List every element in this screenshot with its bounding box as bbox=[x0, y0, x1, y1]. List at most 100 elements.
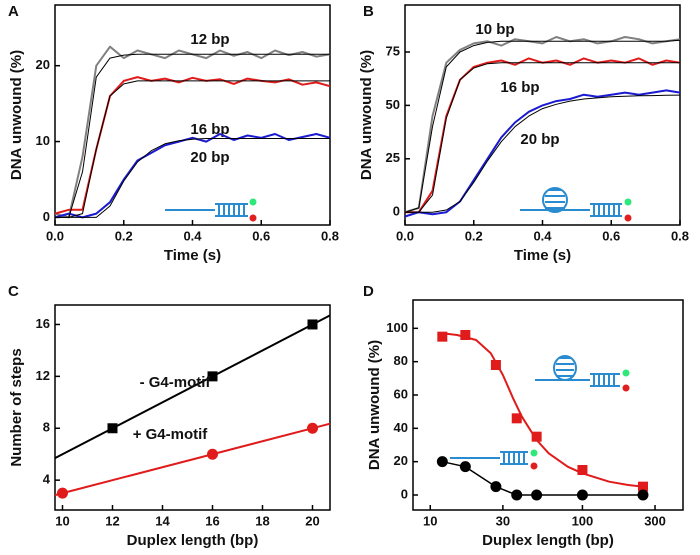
x-tick-label: 300 bbox=[644, 513, 666, 528]
point bbox=[57, 487, 68, 499]
y-tick-label: 0 bbox=[393, 204, 400, 219]
point bbox=[490, 360, 501, 370]
quencher bbox=[530, 462, 538, 470]
x-tick-label: 0.0 bbox=[396, 228, 414, 243]
series-label: 10 bp bbox=[475, 21, 514, 38]
y-axis-title: Number of steps bbox=[8, 348, 25, 466]
series-line bbox=[54, 76, 331, 215]
point bbox=[637, 481, 648, 492]
x-tick-label: 20 bbox=[305, 513, 319, 528]
quencher bbox=[624, 214, 632, 222]
x-tick-label: 10 bbox=[55, 513, 69, 528]
y-tick-label: 75 bbox=[386, 43, 400, 58]
fluorophore bbox=[624, 198, 632, 206]
y-tick-label: 80 bbox=[394, 353, 408, 368]
y-tick-label: 16 bbox=[36, 316, 50, 331]
y-tick-label: 50 bbox=[386, 97, 400, 112]
point bbox=[531, 489, 543, 501]
x-tick-label: 100 bbox=[572, 513, 594, 528]
x-tick-label: 16 bbox=[205, 513, 219, 528]
dna-schematic-g4 bbox=[520, 187, 622, 217]
y-axis-title: DNA unwound (%) bbox=[358, 50, 375, 180]
dna-schematic bbox=[165, 203, 248, 217]
series-label: 20 bp bbox=[190, 149, 229, 166]
y-tick-label: 100 bbox=[386, 320, 408, 335]
point bbox=[511, 413, 522, 424]
point bbox=[207, 371, 218, 382]
x-axis-title: Time (s) bbox=[164, 247, 221, 264]
x-tick-label: 14 bbox=[155, 513, 170, 528]
series-line bbox=[404, 89, 681, 218]
x-tick-label: 10 bbox=[423, 513, 437, 528]
series-line bbox=[442, 460, 643, 496]
point bbox=[531, 431, 542, 442]
point bbox=[577, 465, 588, 475]
dna-schematic-g4 bbox=[535, 355, 620, 387]
y-tick-label: 10 bbox=[36, 133, 50, 148]
point bbox=[436, 456, 448, 468]
plot-frame bbox=[412, 299, 684, 511]
x-axis-title: Duplex length (bp) bbox=[127, 532, 259, 549]
series-line bbox=[54, 314, 331, 459]
x-tick-label: 12 bbox=[105, 513, 119, 528]
series-line bbox=[55, 53, 330, 218]
series-label: 12 bp bbox=[190, 31, 229, 48]
y-tick-label: 20 bbox=[36, 57, 50, 72]
y-tick-label: 20 bbox=[394, 453, 408, 468]
series-label: - G4-motif bbox=[140, 374, 212, 391]
panel-label: B bbox=[363, 3, 374, 20]
point bbox=[437, 331, 448, 342]
series-label: + G4-motif bbox=[133, 426, 209, 443]
y-tick-label: 8 bbox=[43, 420, 50, 435]
quencher bbox=[249, 214, 257, 222]
y-tick-label: 0 bbox=[401, 486, 408, 501]
y-tick-label: 4 bbox=[43, 472, 51, 487]
point bbox=[107, 423, 118, 434]
series-label: 20 bp bbox=[520, 131, 559, 148]
x-tick-label: 0.0 bbox=[46, 228, 64, 243]
y-axis-title: DNA unwound (%) bbox=[366, 340, 383, 470]
x-axis-title: Duplex length (bp) bbox=[482, 532, 614, 549]
series-line bbox=[405, 62, 680, 213]
point bbox=[459, 461, 471, 473]
plot-frame bbox=[54, 304, 331, 511]
point bbox=[307, 422, 318, 434]
y-axis-title: DNA unwound (%) bbox=[8, 50, 25, 180]
y-tick-label: 0 bbox=[43, 209, 50, 224]
x-tick-label: 0.6 bbox=[602, 228, 620, 243]
series-line bbox=[55, 138, 330, 218]
x-tick-label: 0.4 bbox=[533, 228, 552, 243]
y-tick-label: 25 bbox=[386, 150, 400, 165]
dna-schematic bbox=[450, 451, 528, 465]
x-tick-label: 18 bbox=[255, 513, 269, 528]
point bbox=[490, 481, 502, 493]
point bbox=[637, 489, 649, 501]
x-tick-label: 0.6 bbox=[252, 228, 270, 243]
y-tick-label: 60 bbox=[394, 386, 408, 401]
x-tick-label: 0.8 bbox=[321, 228, 339, 243]
point bbox=[307, 319, 318, 330]
point bbox=[460, 330, 471, 340]
x-tick-label: 0.2 bbox=[115, 228, 133, 243]
point bbox=[207, 448, 218, 460]
x-tick-label: 0.8 bbox=[671, 228, 689, 243]
fluorophore bbox=[622, 369, 630, 377]
quencher bbox=[622, 384, 630, 392]
series-label: 16 bp bbox=[500, 79, 539, 96]
series-line bbox=[54, 422, 331, 497]
x-tick-label: 30 bbox=[496, 513, 510, 528]
series-line bbox=[404, 39, 681, 213]
panel-label: D bbox=[363, 283, 374, 300]
series-line bbox=[55, 80, 330, 218]
y-tick-label: 12 bbox=[36, 368, 50, 383]
fluorophore bbox=[530, 449, 538, 457]
y-tick-label: 40 bbox=[394, 420, 408, 435]
x-tick-label: 0.2 bbox=[465, 228, 483, 243]
x-axis-title: Time (s) bbox=[514, 247, 571, 264]
series-line bbox=[442, 332, 644, 488]
panel-label: A bbox=[8, 3, 19, 20]
series-line bbox=[404, 36, 681, 214]
panel-label: C bbox=[8, 283, 19, 300]
x-tick-label: 0.4 bbox=[183, 228, 202, 243]
